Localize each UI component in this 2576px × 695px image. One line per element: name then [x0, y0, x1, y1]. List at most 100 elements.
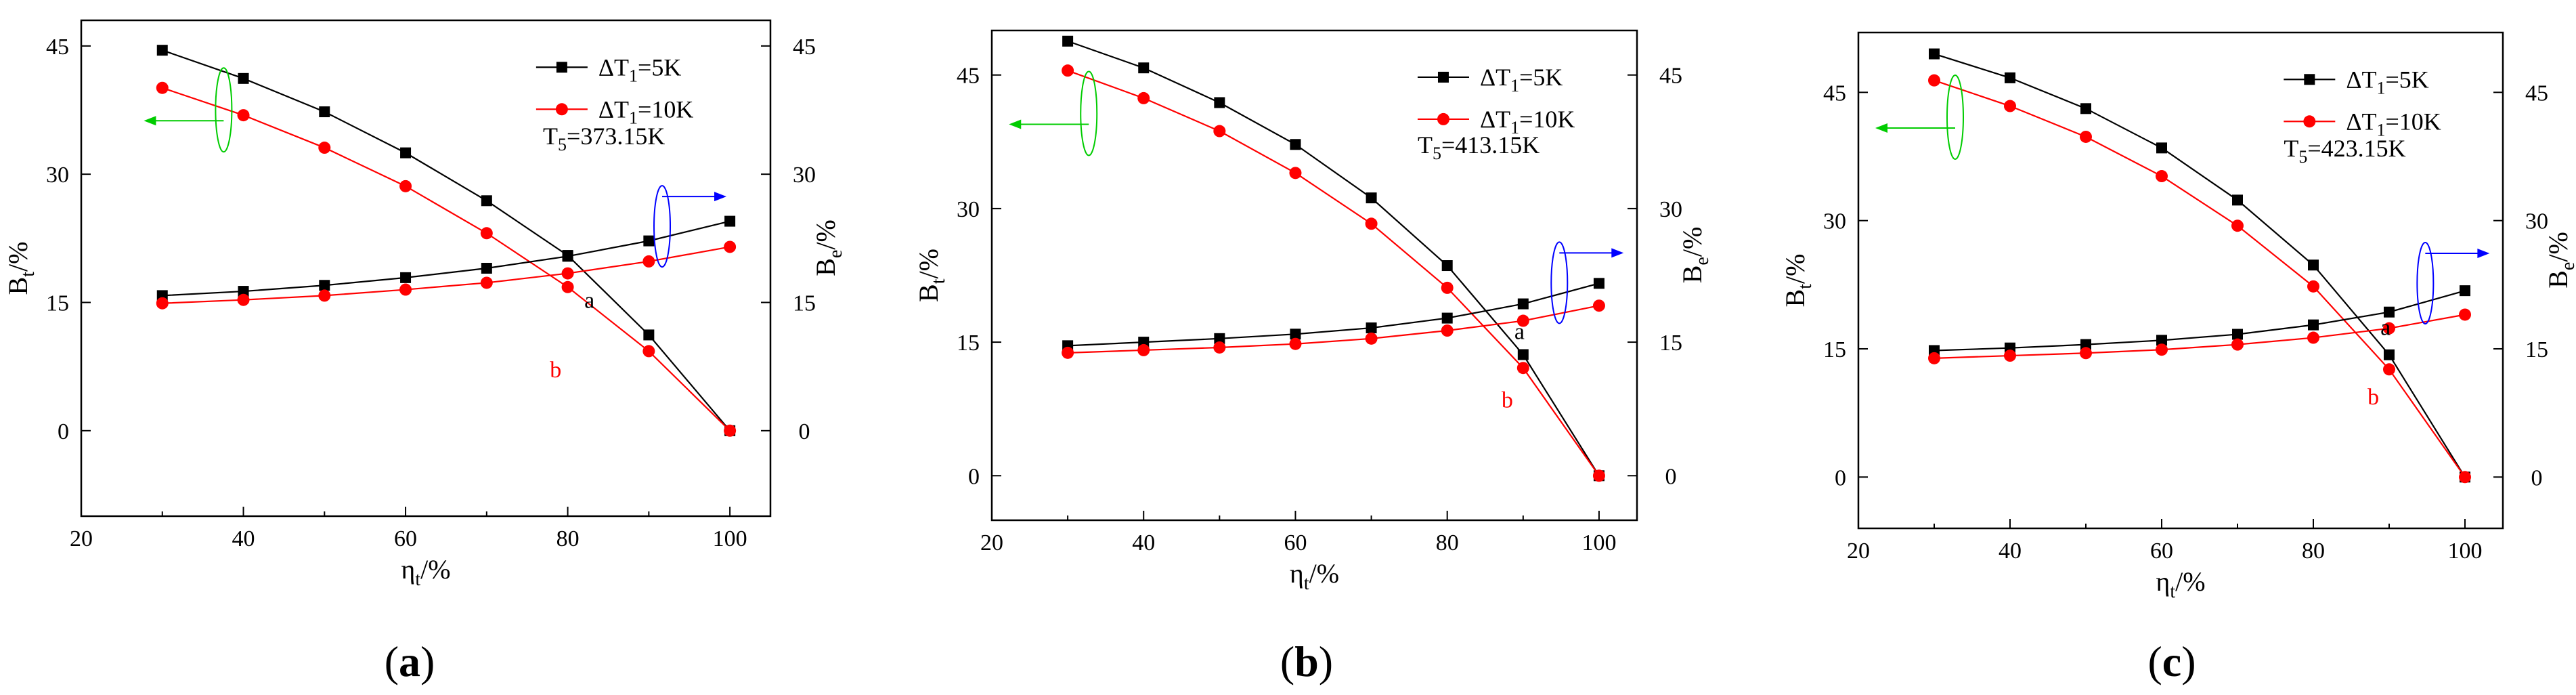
y-left-axis-title-main: B [3, 277, 33, 295]
curve-annotation-b: b [2367, 385, 2379, 410]
legend-label-sub: 1 [1510, 76, 1519, 96]
data-point-square [1366, 192, 1377, 204]
x-axis-title-main: η [2156, 566, 2170, 597]
y-left-tick-label: 45 [957, 64, 980, 89]
data-point-square [1517, 349, 1529, 360]
legend-label-sub: 1 [2376, 78, 2385, 98]
y-right-axis-title-sub: e [2558, 262, 2576, 270]
legend-label-main: ΔT [598, 96, 629, 123]
y-right-tick-label: 45 [1659, 64, 1682, 89]
x-tick-label: 100 [1581, 530, 1616, 555]
y-right-tick-label: 15 [1659, 331, 1682, 356]
temperature-label: T5=423.15K [2284, 135, 2405, 167]
data-point-circle [724, 240, 737, 253]
data-point-circle [1365, 217, 1378, 230]
series-line-left-1 [162, 87, 730, 431]
y-right-tick-label: 15 [793, 291, 816, 316]
left-axis-indicator-oval [1080, 70, 1098, 156]
y-left-axis-title-main: B [913, 284, 944, 302]
series-line-left-0 [1934, 53, 2466, 478]
data-point-circle [1365, 332, 1378, 345]
data-point-square [1138, 62, 1150, 74]
data-point-square [238, 72, 249, 84]
y-right-tick-label: 0 [1665, 464, 1677, 489]
x-axis-title: ηt/% [1290, 558, 1339, 594]
curve-annotation-a: a [1514, 319, 1525, 344]
data-point-circle [2307, 280, 2319, 293]
x-tick-label: 20 [980, 530, 1003, 555]
left-axis-indicator-arrowhead [1009, 119, 1022, 129]
legend-label: ΔT1=5K [1480, 64, 1563, 96]
legend-label-tail: =5K [638, 54, 681, 81]
legend-label-sub: 1 [1510, 118, 1519, 138]
legend-marker-circle [555, 103, 568, 116]
y-right-axis-title-unit: /% [2543, 232, 2573, 261]
legend-marker-square [556, 62, 567, 73]
series-line-right-3 [1068, 305, 1600, 354]
x-tick-label: 80 [1436, 530, 1459, 555]
x-axis-title-sub: t [2170, 581, 2175, 602]
y-left-tick-label: 30 [1823, 209, 1846, 234]
series-line-left-1 [1067, 70, 1600, 476]
chart-panel-c: 2040608010001530450153045ηt/%Bt/%Be/%ΔT1… [1780, 31, 2576, 686]
data-point-circle [1592, 469, 1605, 482]
data-point-square [319, 106, 330, 118]
data-point-square [1366, 322, 1377, 334]
y-right-axis-title-sub: e [1692, 257, 1713, 265]
legend-marker-circle [2303, 115, 2316, 128]
series-line-left-1 [1934, 79, 2466, 478]
data-point-square [1441, 260, 1453, 272]
legend-label: ΔT1=5K [598, 54, 681, 85]
legend-label-tail: =5K [1519, 64, 1563, 91]
data-point-circle [2383, 322, 2395, 335]
data-point-square [2384, 306, 2395, 318]
y-left-axis-title: Bt/% [1780, 254, 1816, 308]
data-point-circle [1516, 314, 1529, 327]
data-point-circle [1516, 362, 1529, 375]
x-tick-label: 100 [2448, 539, 2483, 564]
legend-label-main: ΔT [1480, 64, 1510, 91]
curve-annotation-b: b [1502, 388, 1513, 413]
y-left-tick-label: 45 [1823, 81, 1846, 106]
temperature-sub: 5 [558, 135, 567, 154]
data-point-square [643, 235, 655, 247]
x-tick-label: 20 [70, 526, 93, 551]
data-point-square [400, 147, 412, 159]
plot-frame [1857, 31, 2504, 530]
legend-marker-square [1437, 71, 1449, 83]
left-axis-indicator-oval [215, 67, 233, 153]
plot-frame [990, 29, 1638, 522]
data-point-square [1517, 298, 1529, 310]
data-point-circle [1441, 324, 1454, 337]
y-right-axis-title-main: B [1677, 266, 1707, 284]
data-point-circle [399, 283, 412, 296]
data-point-square [319, 280, 330, 291]
data-point-circle [2004, 100, 2016, 112]
legend-label-main: ΔT [2346, 108, 2376, 135]
right-axis-indicator-arrowhead [1611, 248, 1624, 258]
data-point-square [481, 195, 492, 207]
data-point-circle [1289, 337, 1302, 350]
x-tick-label: 40 [1999, 539, 2022, 564]
x-tick-label: 100 [713, 526, 747, 551]
temperature-prefix: T [543, 123, 558, 150]
x-axis-title: ηt/% [401, 554, 450, 590]
data-point-square [2156, 142, 2167, 154]
data-point-circle [237, 293, 250, 306]
plot-frame [80, 19, 772, 518]
curve-annotation-a: a [2380, 316, 2391, 341]
panel-caption: (a) [385, 637, 435, 686]
caption-open-paren: ( [385, 637, 399, 686]
panel-caption: (c) [2147, 637, 2196, 686]
legend-label-tail: =10K [638, 96, 693, 123]
data-point-square [238, 286, 249, 297]
data-point-square [2005, 72, 2015, 83]
curve-annotation-b: b [550, 358, 561, 383]
x-axis-title-main: η [1290, 558, 1304, 589]
data-point-square [1929, 48, 1940, 60]
temperature-sub: 5 [1433, 144, 1441, 163]
legend-label-sub: 1 [629, 108, 638, 127]
series-line-right-2 [162, 220, 730, 297]
y-left-tick-label: 0 [1835, 465, 1846, 490]
left-axis-indicator-arrowhead [1875, 123, 1887, 133]
